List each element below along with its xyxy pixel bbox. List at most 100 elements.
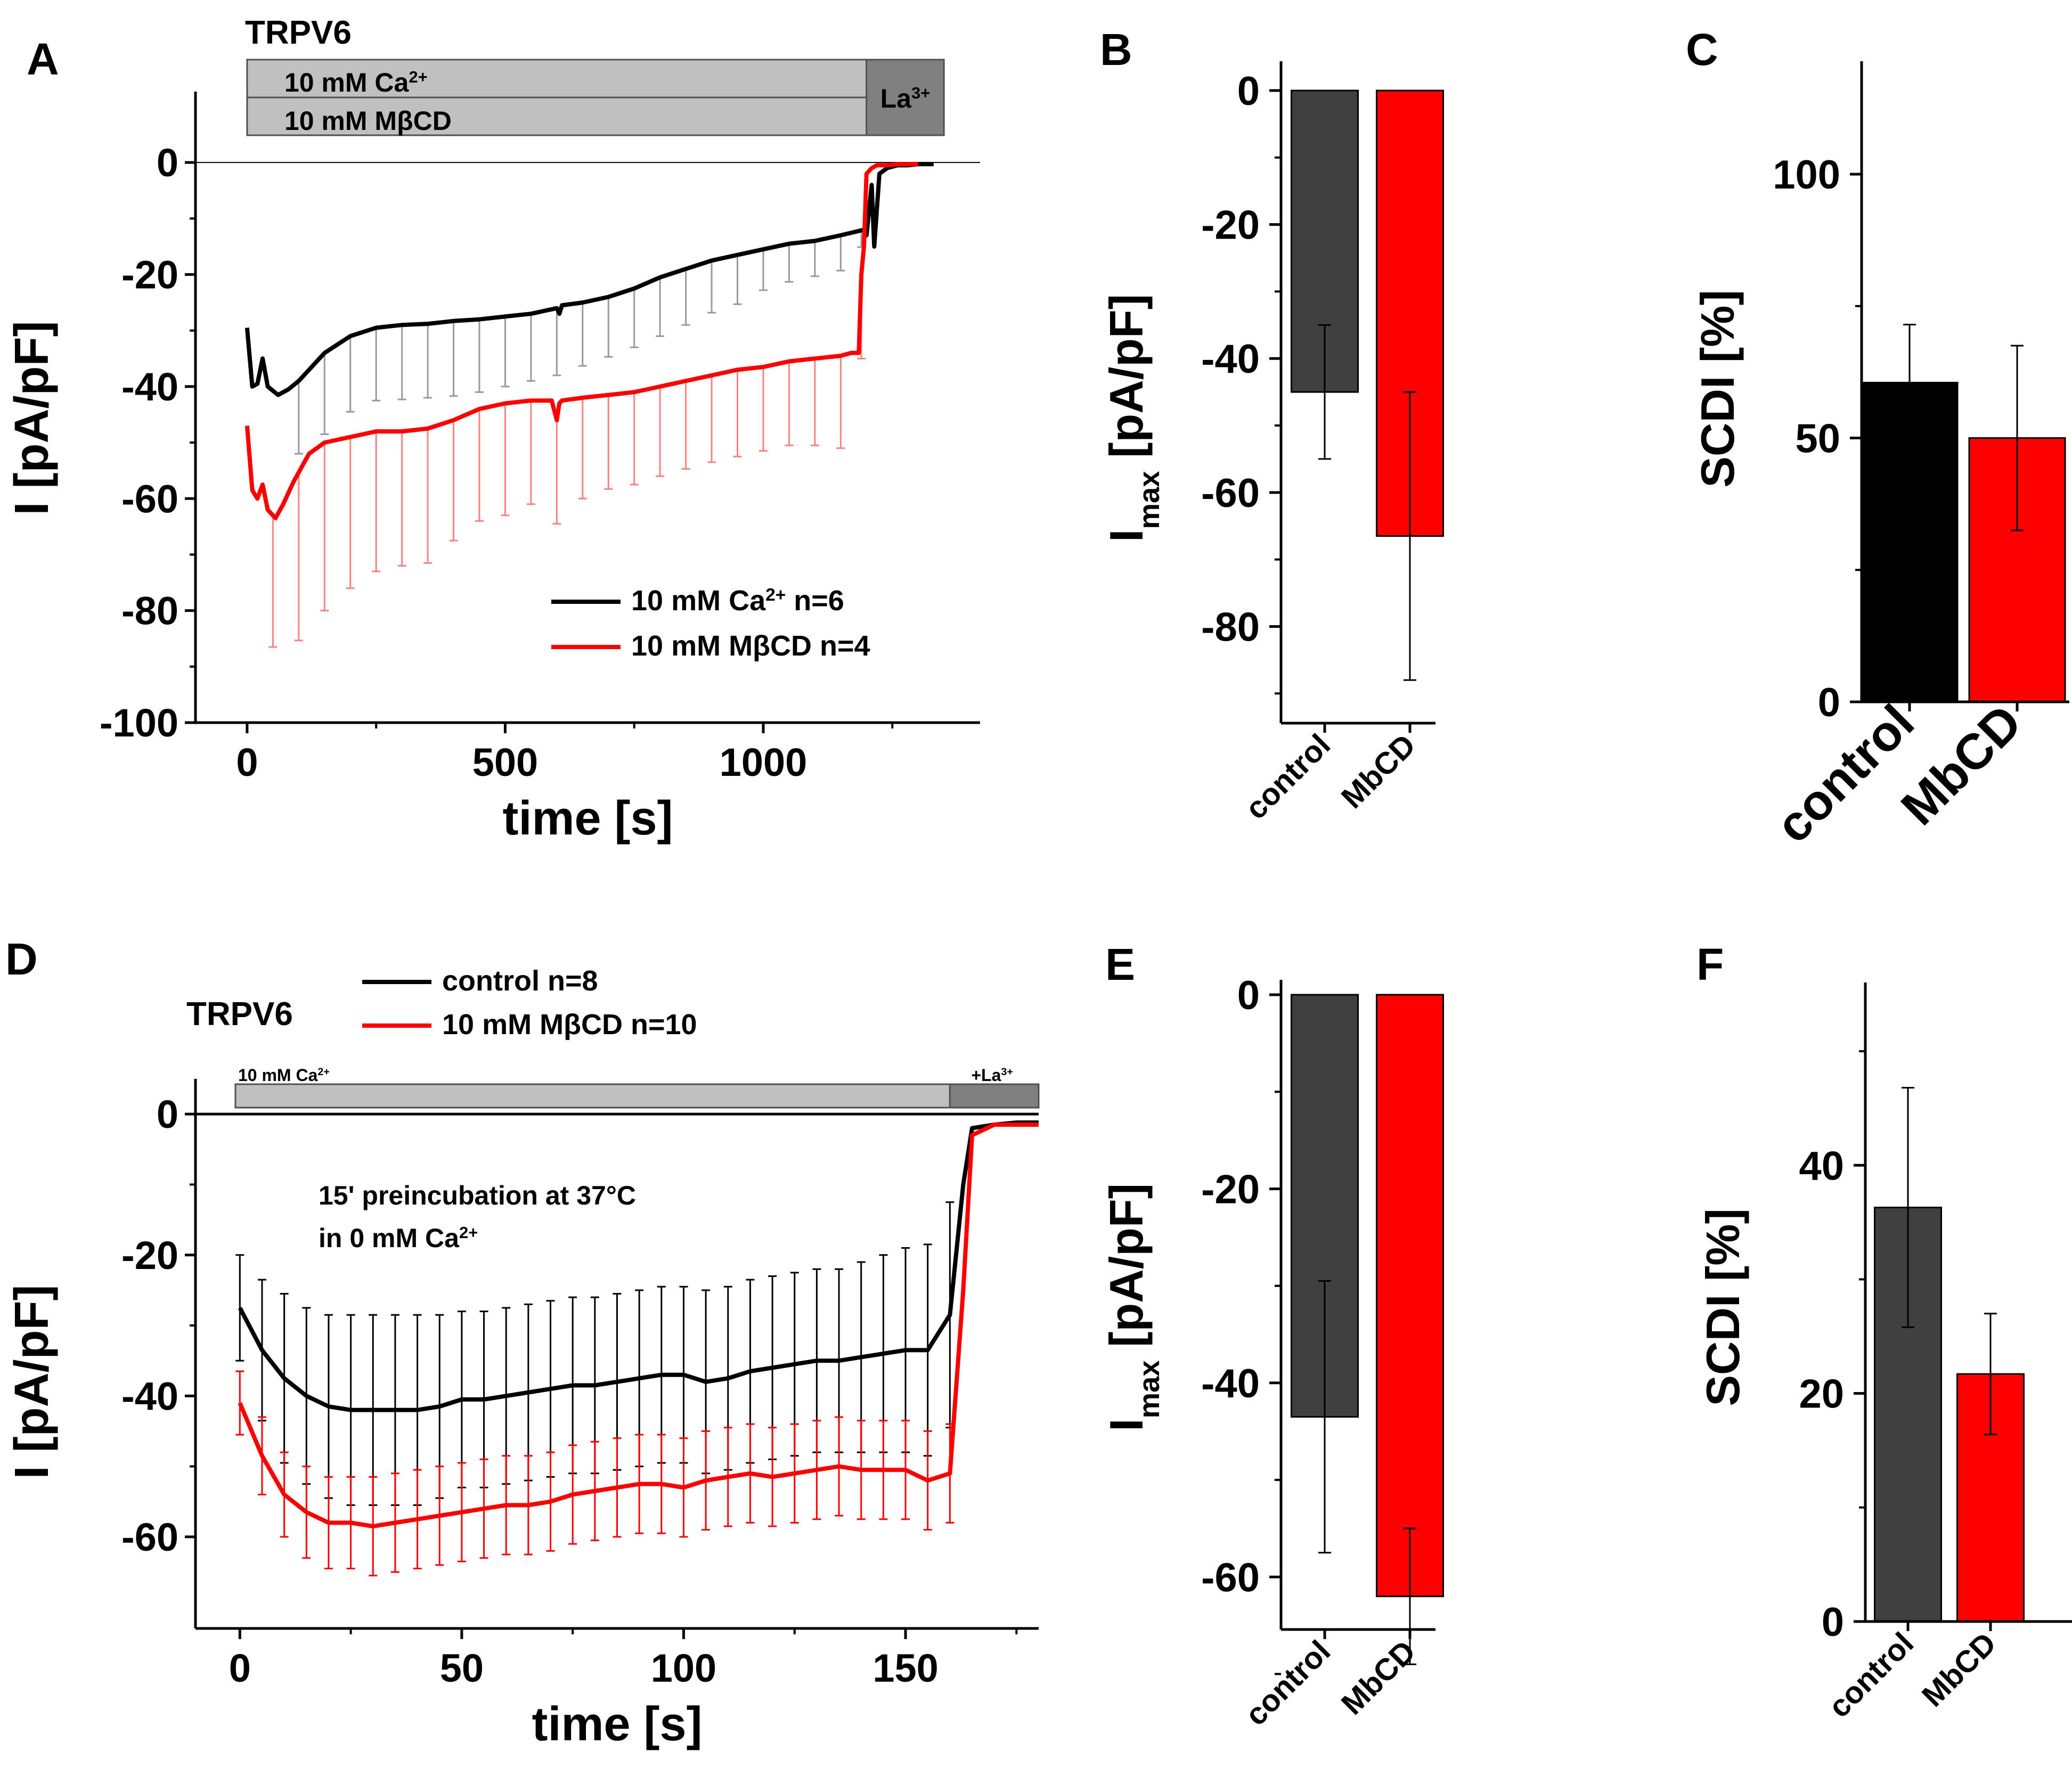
panel-label: C [1686, 24, 1718, 75]
y-tick-label: -80 [121, 589, 178, 633]
legend-label: 10 mM MβCD n=4 [631, 630, 870, 662]
annotation-line1: 15' preincubation at 37°C [319, 1181, 636, 1210]
bath-bar-ca-label-part: 2+ [317, 1066, 330, 1078]
x-tick-label: MbCD [1915, 1626, 2003, 1713]
legend-label-part: n=6 [786, 585, 844, 617]
y-tick-label: -40 [1201, 337, 1260, 382]
bath-bar-ca-label-part: 10 mM Ca [284, 68, 410, 97]
x-tick-label: 100 [651, 1646, 716, 1690]
y-axis-label: Imax [pA/pF] [1100, 1183, 1165, 1431]
panel-A: A 10 mM Ca2+10 mM MβCDLa3+TRPV60-20-40-60… [5, 14, 980, 845]
x-axis-label: time [s] [532, 1698, 702, 1751]
legend-label-part: 10 mM MβCD n=4 [631, 630, 870, 662]
y-axis-label-part: max [1133, 471, 1165, 529]
x-axis-label: time [s] [502, 792, 673, 845]
x-tick-label: control [1765, 694, 1924, 853]
y-tick-label: -60 [121, 477, 178, 521]
y-tick-label: -40 [121, 1374, 178, 1418]
y-tick-label: 50 [1795, 416, 1840, 462]
panel-label: A [27, 34, 59, 84]
bath-bar-ca-label: 10 mM Ca2+ [284, 68, 428, 98]
bath-bar-la-label-part: 3+ [1001, 1066, 1013, 1078]
y-axis-label: SCDI [%] [1696, 1208, 1749, 1406]
y-axis-label-part: I [1100, 1419, 1153, 1431]
legend-label-part: 10 mM MβCD n=10 [442, 1009, 697, 1041]
x-tick-label: 150 [872, 1646, 938, 1690]
y-tick-label: 40 [1799, 1143, 1844, 1189]
bath-bar-ca-label-part: 10 mM Ca [238, 1066, 318, 1085]
y-tick-label: -60 [1201, 471, 1260, 516]
series-line-control [238, 1120, 1039, 1412]
y-tick-label: 100 [1773, 152, 1840, 198]
x-tick-label: 500 [472, 740, 538, 784]
bath-bar-ca-label: 10 mM Ca2+ [238, 1066, 330, 1085]
legend-label: control n=8 [442, 965, 598, 997]
x-tick-label: MbCD [1335, 1634, 1422, 1721]
y-axis-label-part: [pA/pF] [1100, 294, 1153, 471]
bar-MbCD [1376, 994, 1444, 1598]
bath-bar-ca [234, 1083, 951, 1109]
y-tick-label: 0 [1818, 680, 1840, 725]
x-tick-label: 0 [236, 740, 258, 784]
bath-bar-la [949, 1083, 1040, 1109]
bath-bar-ca-label-part: 2+ [409, 68, 427, 86]
bath-bar-la-label: La3+ [880, 84, 931, 114]
panel-label: B [1100, 24, 1132, 75]
panel-label: E [1105, 939, 1135, 989]
y-axis-label: Imax [pA/pF] [1100, 294, 1165, 542]
bath-bar-la [866, 59, 945, 136]
legend-label-part: 10 mM Ca [631, 585, 766, 617]
annotation-line2-part: in 0 mM Ca [319, 1223, 460, 1253]
annotation-line2-part: 2+ [459, 1223, 478, 1242]
legend-label: 10 mM Ca2+ n=6 [631, 585, 844, 617]
series-line-mbcd [244, 162, 918, 521]
y-tick-label: 0 [157, 1092, 178, 1136]
y-tick-label: -60 [1201, 1555, 1260, 1600]
bath-bar-la-label: +La3+ [971, 1066, 1013, 1085]
chart-title: TRPV6 [245, 14, 352, 51]
bath-bar-mbcd-label: 10 mM MβCD [284, 106, 452, 136]
y-tick-label: -100 [100, 701, 178, 745]
x-tick-label: MbCD [1335, 727, 1422, 815]
y-tick-label: -40 [121, 365, 178, 409]
y-tick-label: 20 [1799, 1372, 1844, 1417]
y-tick-label: 0 [157, 141, 178, 185]
legend-label: 10 mM MβCD n=10 [442, 1009, 697, 1041]
y-axis-label-part: I [1100, 529, 1153, 542]
x-tick-label: 0 [229, 1646, 251, 1690]
panel-label: F [1696, 939, 1724, 989]
y-tick-label: -80 [1201, 604, 1260, 650]
x-tick-label: control [1238, 727, 1337, 826]
legend-label-part: 2+ [765, 585, 786, 605]
y-tick-label: 0 [1237, 973, 1260, 1018]
y-tick-label: -20 [121, 253, 178, 297]
y-tick-label: -40 [1201, 1361, 1260, 1406]
x-tick-label: 1000 [720, 740, 807, 784]
annotation-line2: in 0 mM Ca2+ [319, 1223, 478, 1254]
y-tick-label: 0 [1237, 69, 1260, 114]
x-tick-label: control [1238, 1634, 1337, 1732]
bath-bar-la-label-part: La [880, 84, 912, 113]
y-axis-label: I [pA/pF] [5, 1285, 59, 1479]
panel-label: D [5, 934, 38, 984]
y-tick-label: -20 [1201, 1167, 1260, 1212]
y-axis-label: SCDI [%] [1691, 290, 1744, 488]
y-tick-label: -20 [121, 1233, 178, 1278]
bath-bar-la-label-part: +La [971, 1066, 1001, 1085]
series-line-mbcd [238, 1123, 1039, 1529]
y-axis-label: I [pA/pF] [5, 321, 59, 515]
x-tick-label: MbCD [1890, 694, 2032, 836]
y-tick-label: -20 [1201, 203, 1260, 248]
x-tick-label: 50 [440, 1646, 484, 1690]
bar-MbCD [1968, 437, 2066, 703]
y-axis-label-part: [pA/pF] [1100, 1183, 1153, 1360]
chart-title: TRPV6 [186, 996, 293, 1033]
legend-label-part: control n=8 [442, 965, 598, 997]
y-tick-label: 0 [1822, 1600, 1844, 1645]
